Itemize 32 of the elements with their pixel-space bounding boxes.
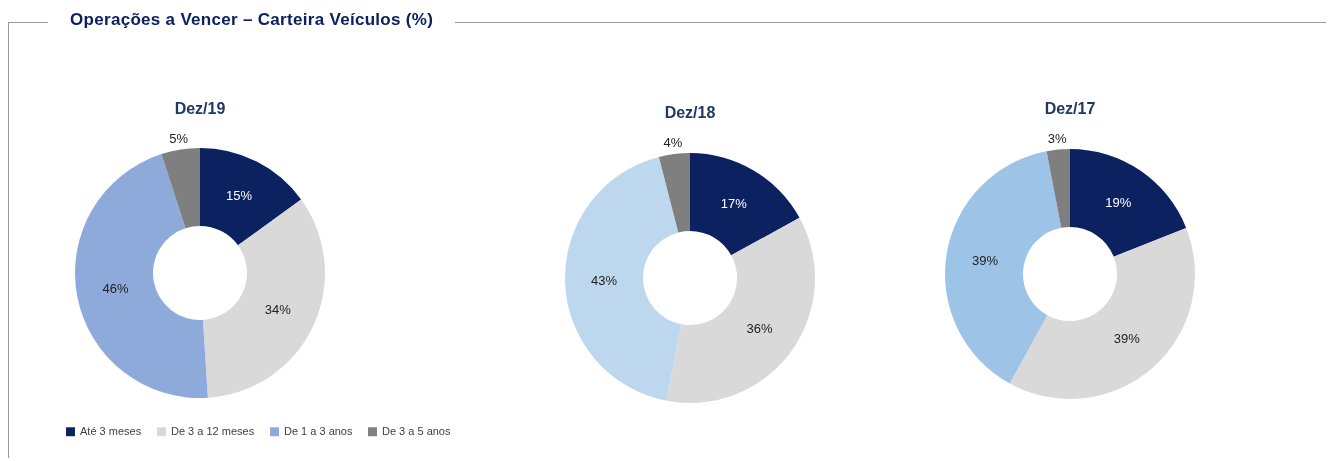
chart-title: Dez/17 (1044, 99, 1096, 117)
text: Operações a Vencer – Carteira Veículos (%) (48, 10, 456, 30)
legend-label: De 3 a 5 anos (382, 424, 451, 437)
legend-label: De 1 a 3 anos (284, 424, 353, 437)
data-label: 39% (972, 252, 999, 268)
data-label: 36% (746, 320, 774, 336)
donut-slice (565, 156, 682, 401)
legend-label: Até 3 meses (80, 424, 142, 437)
data-label: 43% (591, 272, 618, 288)
data-label: 39% (1113, 330, 1141, 346)
donut-slice (1009, 227, 1195, 399)
data-label: 5% (169, 130, 189, 146)
data-label: 3% (1047, 130, 1068, 146)
donut-slice (1070, 149, 1187, 257)
data-label: 4% (663, 135, 683, 151)
data-label: 34% (264, 301, 292, 317)
chart-title: Dez/19 (174, 99, 226, 117)
donut-slice (202, 199, 325, 398)
legend-label: De 3 a 12 meses (171, 424, 255, 437)
donut-slice (200, 148, 302, 246)
donut-slice (161, 148, 200, 229)
chart-title: Dez/18 (664, 104, 716, 122)
donut-slice (945, 151, 1062, 384)
data-label: 15% (226, 188, 253, 204)
donut-slice (75, 154, 208, 398)
donut-slice (1046, 149, 1070, 228)
donut-slice (666, 217, 815, 403)
data-label: 19% (1105, 194, 1132, 210)
data-label: 17% (720, 195, 748, 211)
donut-slice (658, 153, 690, 233)
donut-slice (690, 153, 800, 256)
data-label: 46% (102, 281, 129, 297)
